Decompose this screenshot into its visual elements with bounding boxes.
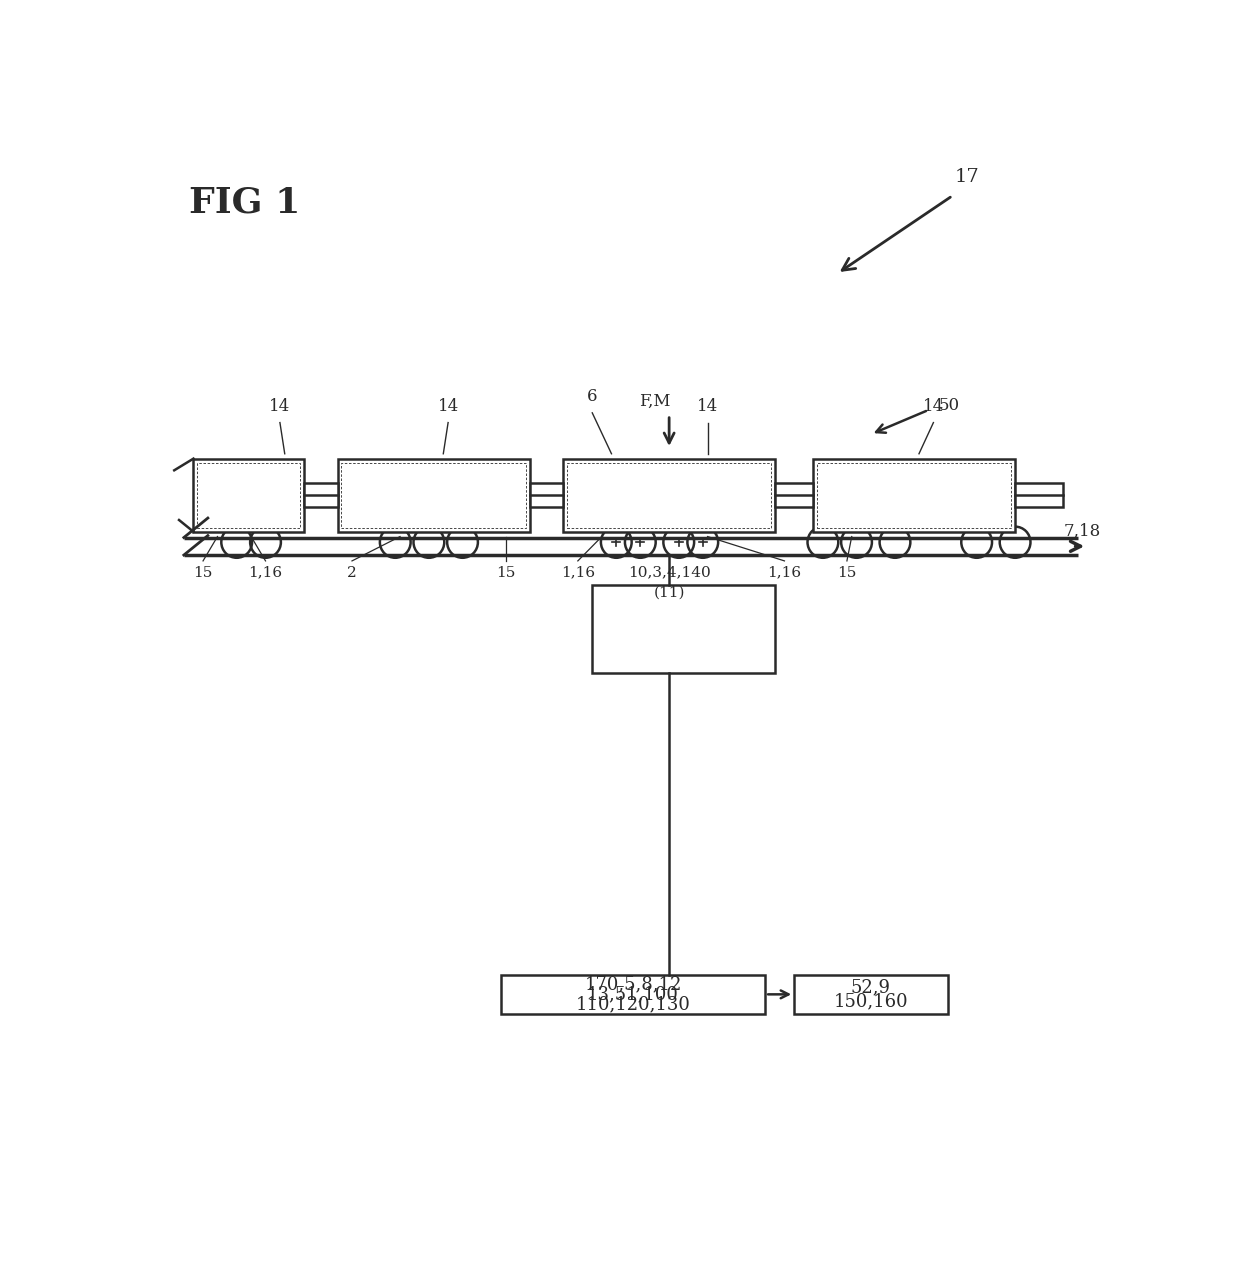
Bar [794,975,947,1013]
Bar [817,463,1012,528]
Text: 15: 15 [193,565,213,579]
Text: 14: 14 [923,397,944,415]
Bar [501,975,765,1013]
Text: 15: 15 [496,565,516,579]
Bar [775,483,813,507]
Text: 2: 2 [347,565,357,579]
Text: 150,160: 150,160 [833,992,908,1011]
Text: 110,120,130: 110,120,130 [575,996,691,1013]
Text: FIG 1: FIG 1 [188,186,300,220]
Bar [1016,483,1063,507]
Text: 1,16: 1,16 [248,565,283,579]
Text: 14: 14 [269,397,290,415]
Text: 52,9: 52,9 [851,978,892,997]
Text: 1,16: 1,16 [768,565,801,579]
Text: F,M: F,M [639,393,671,410]
Text: 50: 50 [939,396,960,414]
Text: 6: 6 [587,388,598,405]
Bar [304,483,337,507]
Bar [567,463,771,528]
Text: 13,51,100: 13,51,100 [588,985,680,1003]
Text: 14: 14 [438,397,459,415]
Bar [529,483,563,507]
Text: 170,5,8,12: 170,5,8,12 [584,975,682,993]
Text: 10,3,4,140: 10,3,4,140 [627,565,711,579]
Text: (11): (11) [653,586,684,600]
Text: 14: 14 [697,397,718,415]
Bar [197,463,300,528]
Bar [813,459,1016,531]
Bar [341,463,526,528]
Bar [593,586,775,673]
Bar [563,459,775,531]
Bar [193,459,304,531]
Bar [337,459,529,531]
Text: 1,16: 1,16 [560,565,595,579]
Text: 7,18: 7,18 [1063,524,1100,540]
Text: 17: 17 [955,168,980,186]
Text: 15: 15 [837,565,857,579]
